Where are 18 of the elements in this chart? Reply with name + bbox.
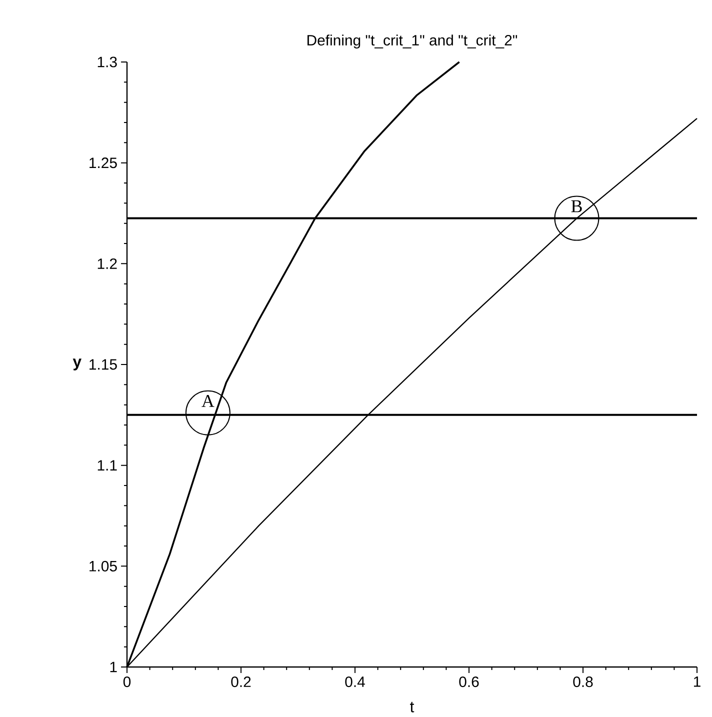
- x-tick-label: 0.8: [573, 676, 593, 688]
- x-tick-label: 0.4: [345, 676, 365, 688]
- annotation: B: [571, 200, 582, 212]
- x-tick-label: 0: [123, 676, 131, 688]
- y-axis-title: y: [72, 358, 82, 370]
- y-tick-label: 1.25: [90, 158, 117, 168]
- x-tick-label: 0.6: [459, 676, 479, 688]
- y-tick-label: 1: [110, 662, 117, 672]
- y-tick-label: 1.05: [90, 560, 117, 572]
- x-tick-label: 0.2: [231, 676, 251, 688]
- x-tick-label: 1: [694, 676, 700, 687]
- annotation: A: [202, 394, 214, 407]
- y-tick-label: 1.1: [98, 460, 117, 470]
- chart-title: Defining "t_crit_1" and "t_crit_2": [308, 34, 518, 48]
- y-tick-label: 1.2: [98, 258, 117, 269]
- x-axis-title: t: [410, 702, 414, 712]
- y-tick-label: 1.15: [90, 359, 117, 370]
- y-tick-label: 1.3: [98, 56, 117, 68]
